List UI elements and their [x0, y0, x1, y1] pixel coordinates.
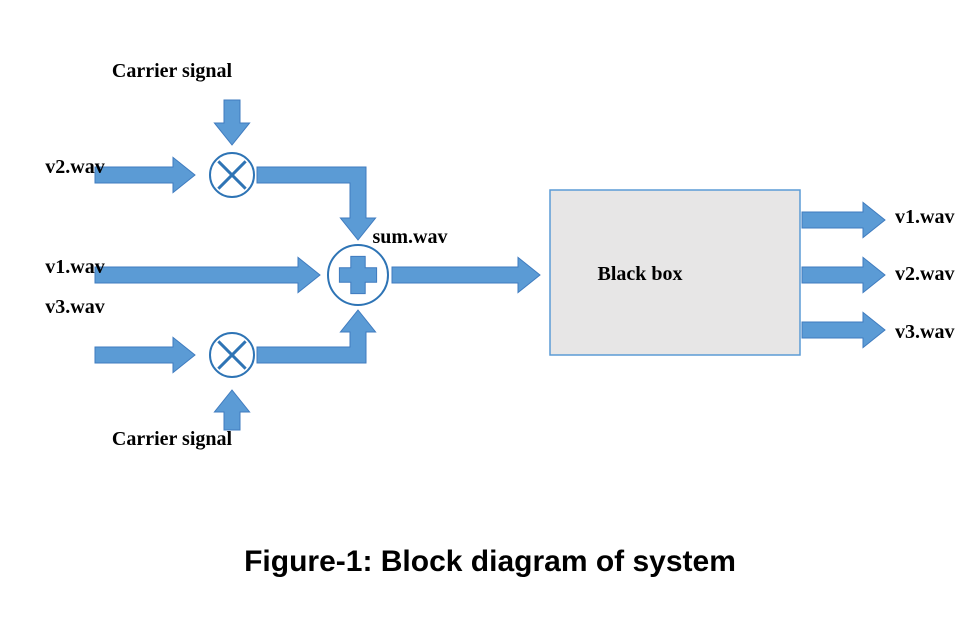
label-v1-in: v1.wav	[0, 256, 275, 279]
label-v3-out: v3.wav	[895, 321, 954, 344]
label-v3-in: v3.wav	[0, 296, 275, 319]
label-v2-out: v2.wav	[895, 263, 954, 286]
label-carrier-top: Carrier signal	[0, 60, 372, 83]
arrow-out-v3	[802, 312, 885, 347]
arrow-carrier-top	[214, 100, 249, 145]
arrow-carrier-bot	[214, 390, 249, 430]
label-carrier-bottom: Carrier signal	[0, 428, 372, 451]
arrow-out-v1	[802, 202, 885, 237]
label-v2-in: v2.wav	[0, 156, 275, 179]
figure-caption: Figure-1: Block diagram of system	[0, 545, 980, 579]
label-blackbox: Black box	[440, 263, 840, 286]
label-v1-out: v1.wav	[895, 206, 954, 229]
label-sum: sum.wav	[210, 226, 610, 249]
arrow-v3-in	[95, 337, 195, 372]
